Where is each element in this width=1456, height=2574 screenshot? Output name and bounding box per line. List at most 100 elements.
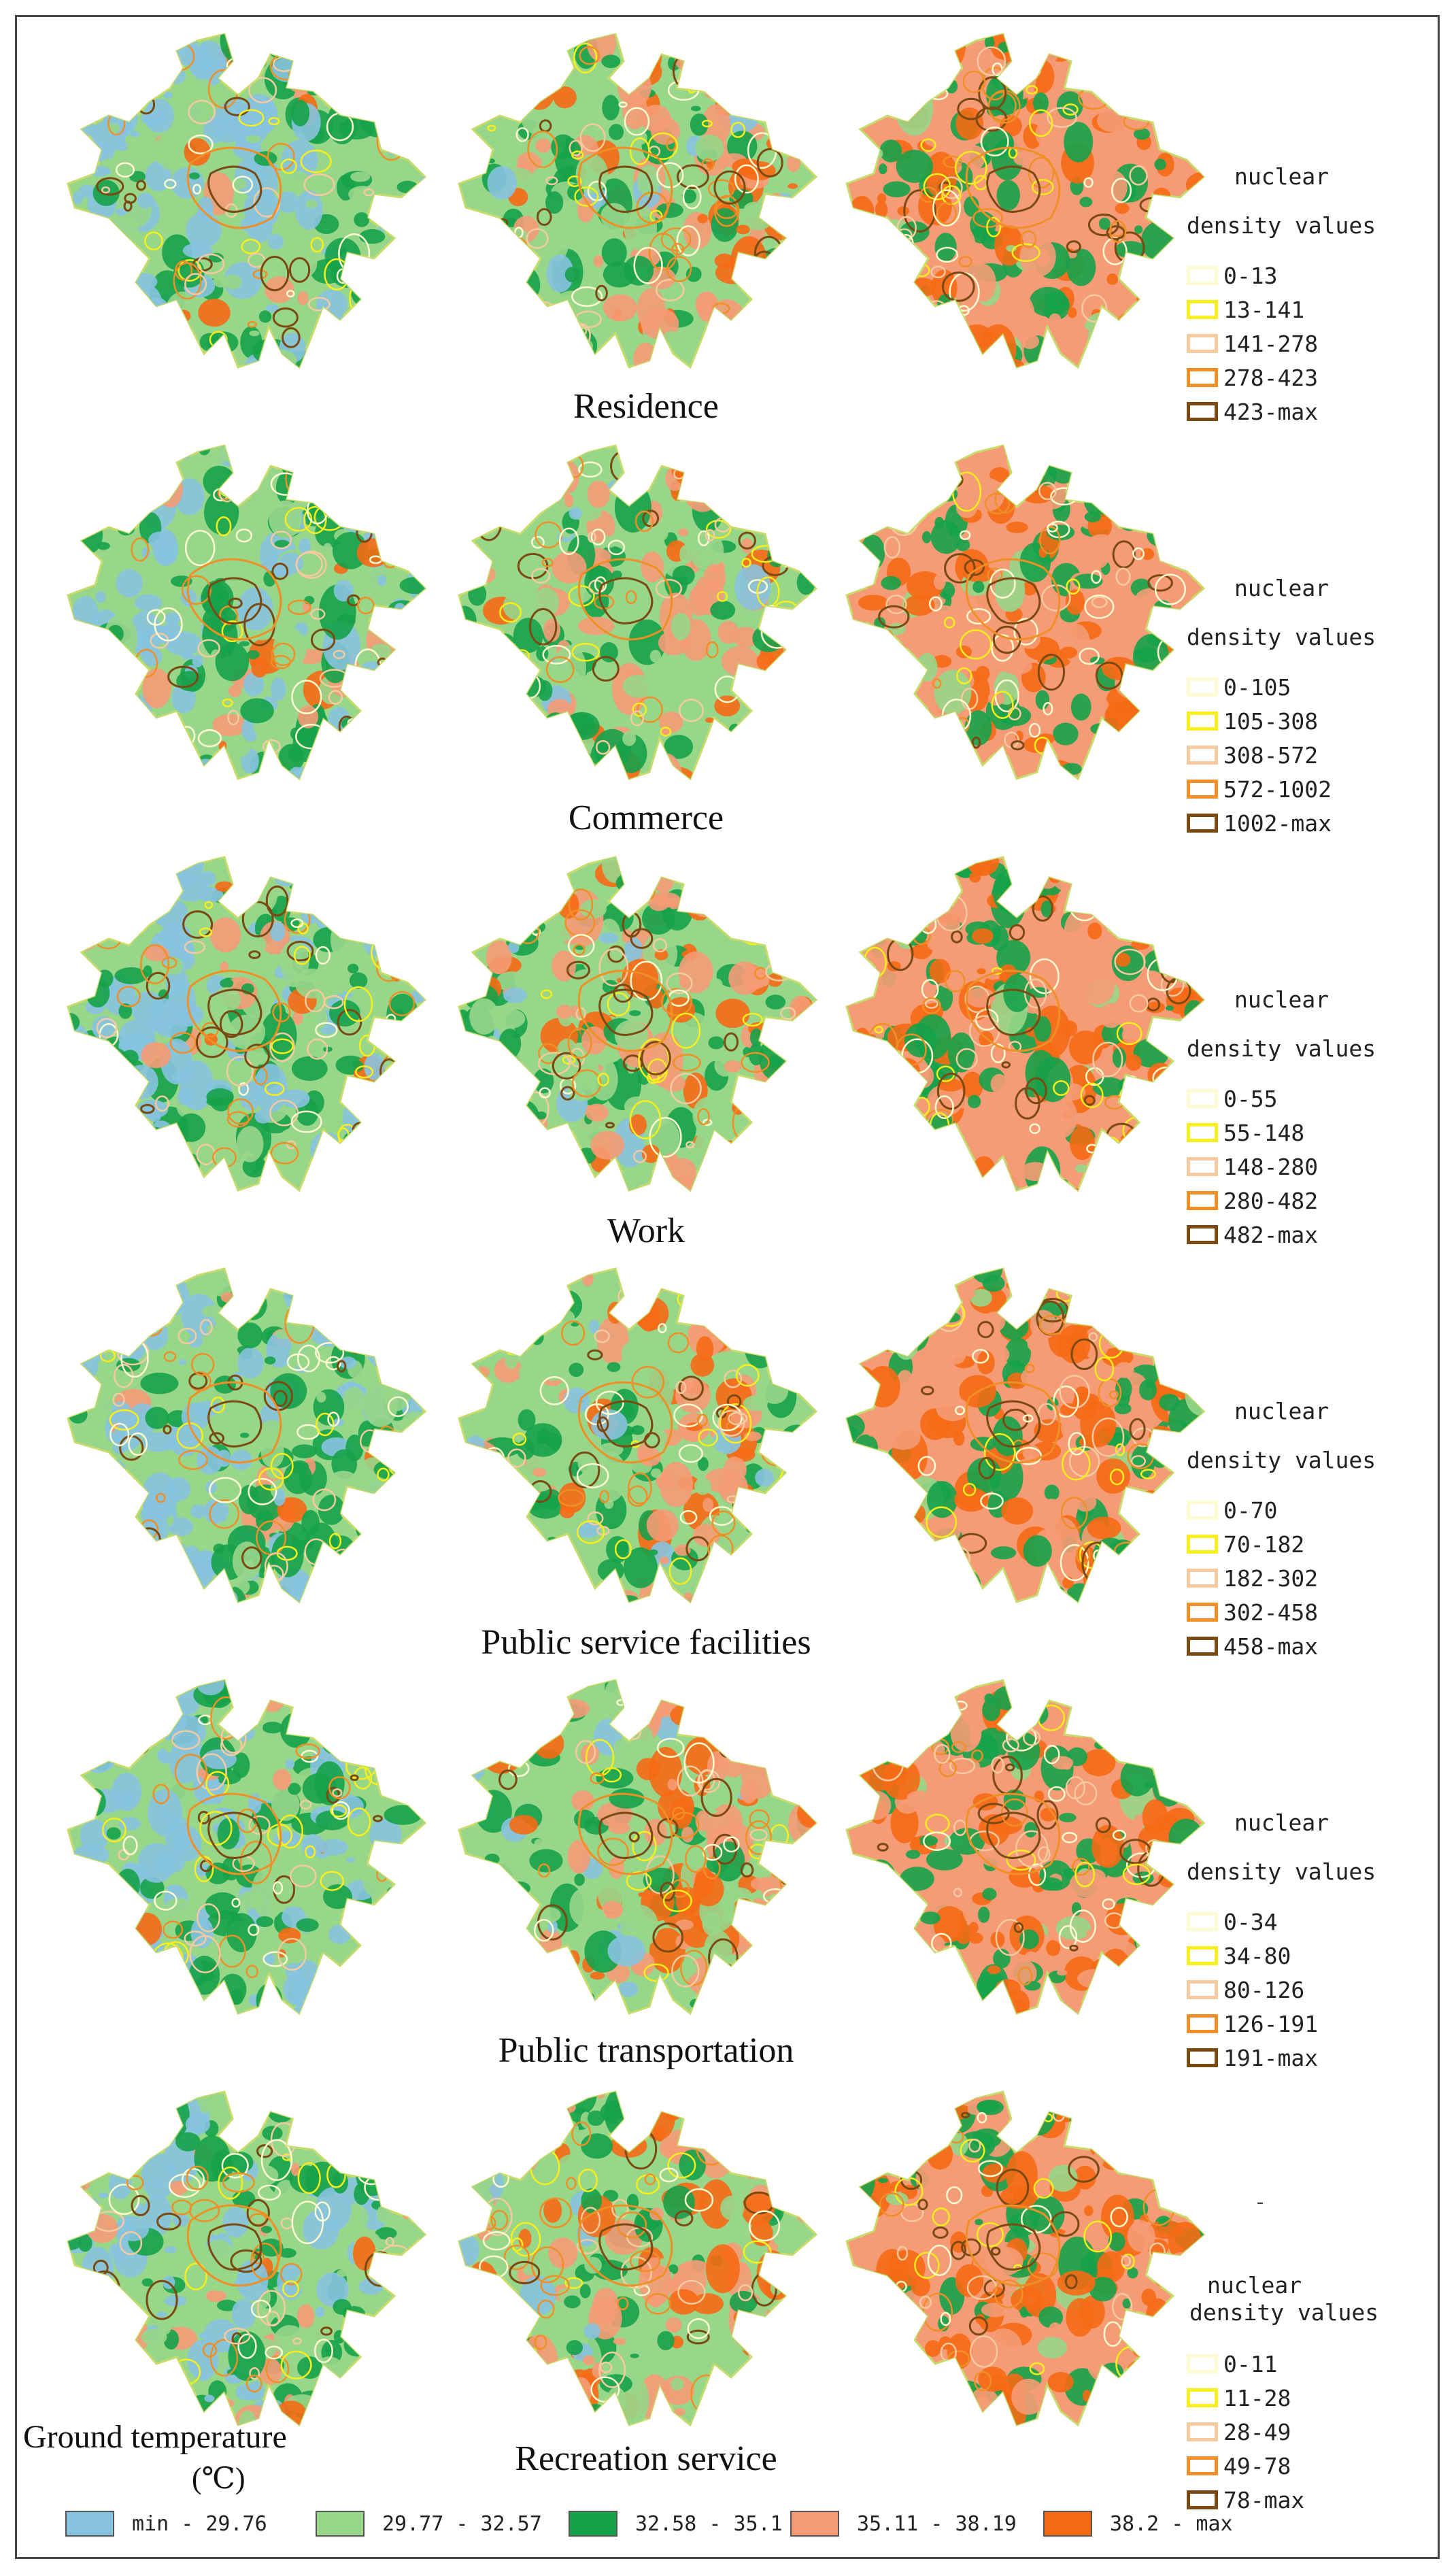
ground-temperature-title: Ground temperature — [23, 2419, 287, 2455]
legend-swatch — [1187, 2048, 1218, 2067]
legend-item: 49-78 — [1187, 2449, 1304, 2483]
city-map-panel — [445, 1248, 840, 1629]
city-map-panel — [833, 1248, 1228, 1629]
legend-item: 423-max — [1187, 395, 1318, 429]
legend-label: 191-max — [1223, 2044, 1319, 2071]
legend-label: 141-278 — [1223, 330, 1319, 357]
legend-item: 0-70 — [1187, 1493, 1318, 1527]
city-map-panel — [445, 425, 840, 806]
row-title: Public transportation — [498, 2031, 794, 2070]
figure-row: Work nuclear density values 0-55 55-148 148-2… — [41, 837, 1421, 1252]
legend-item: 308-572 — [1187, 738, 1332, 772]
temperature-swatch — [316, 2511, 365, 2537]
ground-temperature-unit: (℃) — [192, 2462, 246, 2495]
legend-label: 572-1002 — [1223, 775, 1332, 803]
legend-label: 80-126 — [1223, 1976, 1305, 2003]
legend-swatch — [1187, 1569, 1218, 1588]
legend-swatch — [1187, 2490, 1218, 2509]
legend-item: 278-423 — [1187, 361, 1318, 395]
legend-heading-line2: density values — [1187, 1447, 1376, 1473]
legend-label: 482-max — [1223, 1221, 1319, 1248]
legend-heading-line1: nuclear — [1234, 986, 1330, 1013]
temperature-class-2: 29.77 - 32.57 — [316, 2509, 542, 2539]
city-map-panel — [445, 2071, 840, 2452]
legend-item: 105-308 — [1187, 704, 1332, 738]
legend-items: 0-13 13-141 141-278 278-423 423-max — [1187, 258, 1318, 429]
city-map-panel — [54, 1660, 449, 2041]
temperature-class-label: 35.11 - 38.19 — [857, 2511, 1017, 2536]
temperature-legend: min - 29.76 29.77 - 32.57 32.58 - 35.1 3… — [65, 2509, 1398, 2539]
figure-row: Public transportation nuclear density valu… — [41, 1660, 1421, 2075]
legend-heading-line1: nuclear — [1207, 2272, 1302, 2299]
legend-label: 126-191 — [1223, 2010, 1319, 2037]
legend-swatch — [1187, 1912, 1218, 1931]
city-map-panel — [445, 1660, 840, 2041]
legend-item: 34-80 — [1187, 1939, 1318, 1973]
legend-item: 191-max — [1187, 2041, 1318, 2075]
legend-label: 302-458 — [1223, 1599, 1319, 1626]
row-title: Commerce — [568, 799, 724, 837]
figure-row: Residence nuclear density values 0-13 13-141… — [41, 14, 1421, 429]
legend-swatch — [1187, 402, 1218, 421]
city-map-panel — [833, 2071, 1228, 2452]
row-title: Public service facilities — [481, 1623, 811, 1662]
legend-item: 126-191 — [1187, 2007, 1318, 2041]
legend-swatch — [1187, 1501, 1218, 1520]
legend-label: 28-49 — [1223, 2418, 1291, 2445]
legend-swatch — [1187, 1603, 1218, 1622]
legend-swatch — [1187, 368, 1218, 387]
legend-label: 13-141 — [1223, 296, 1305, 323]
legend-swatch — [1187, 1637, 1218, 1656]
legend-swatch — [1187, 266, 1218, 285]
legend-swatch — [1187, 1225, 1218, 1244]
legend-item: 458-max — [1187, 1629, 1318, 1663]
legend-heading-line2: density values — [1187, 624, 1376, 650]
legend-swatch — [1187, 1980, 1218, 1999]
legend-items: 0-105 105-308 308-572 572-1002 1002-max — [1187, 670, 1332, 840]
legend-swatch — [1187, 2456, 1218, 2475]
legend-swatch — [1187, 2014, 1218, 2033]
legend-item: 482-max — [1187, 1218, 1318, 1252]
row-title: Work — [607, 1211, 685, 1250]
temperature-swatch — [790, 2511, 839, 2537]
legend-swatch — [1187, 1157, 1218, 1176]
legend-item: 302-458 — [1187, 1595, 1318, 1629]
legend-heading-line2: density values — [1187, 1035, 1376, 1062]
city-map-panel — [445, 837, 840, 1218]
city-map-panel — [833, 1660, 1228, 2041]
legend-label: 0-70 — [1223, 1497, 1278, 1524]
figure-row: Public service facilities nuclear density … — [41, 1248, 1421, 1663]
legend-label: 280-482 — [1223, 1187, 1319, 1214]
legend-label: 308-572 — [1223, 741, 1319, 769]
legend-item: 280-482 — [1187, 1184, 1318, 1218]
legend-heading-line2: density values — [1187, 212, 1376, 239]
city-map-panel — [54, 837, 449, 1218]
temperature-swatch — [1043, 2511, 1092, 2537]
legend-swatch — [1187, 2422, 1218, 2441]
legend-label: 458-max — [1223, 1633, 1319, 1660]
legend-label: 55-148 — [1223, 1119, 1305, 1146]
legend-item: 28-49 — [1187, 2415, 1304, 2449]
legend-item: 141-278 — [1187, 327, 1318, 361]
row-title: Residence — [573, 387, 719, 426]
legend-swatch — [1187, 1535, 1218, 1554]
legend-item: 13-141 — [1187, 292, 1318, 327]
legend-swatch — [1187, 780, 1218, 799]
temperature-swatch — [569, 2511, 617, 2537]
legend-item: 572-1002 — [1187, 772, 1332, 806]
temperature-class-5: 38.2 - max — [1043, 2509, 1233, 2539]
legend-item: 0-55 — [1187, 1082, 1318, 1116]
city-map-panel — [54, 2071, 449, 2452]
legend-items: 0-55 55-148 148-280 280-482 482-max — [1187, 1082, 1318, 1252]
legend-label: 49-78 — [1223, 2452, 1291, 2479]
legend-heading-line2: density values — [1189, 2299, 1379, 2326]
legend-swatch — [1187, 1191, 1218, 1210]
temperature-swatch — [65, 2511, 114, 2537]
legend-item: 0-13 — [1187, 258, 1318, 292]
temperature-class-1: min - 29.76 — [65, 2509, 267, 2539]
legend-swatch — [1187, 334, 1218, 353]
legend-swatch — [1187, 2354, 1218, 2373]
legend-label: 0-34 — [1223, 1908, 1278, 1935]
legend-items: 0-70 70-182 182-302 302-458 458-max — [1187, 1493, 1318, 1663]
city-map-panel — [445, 14, 840, 395]
